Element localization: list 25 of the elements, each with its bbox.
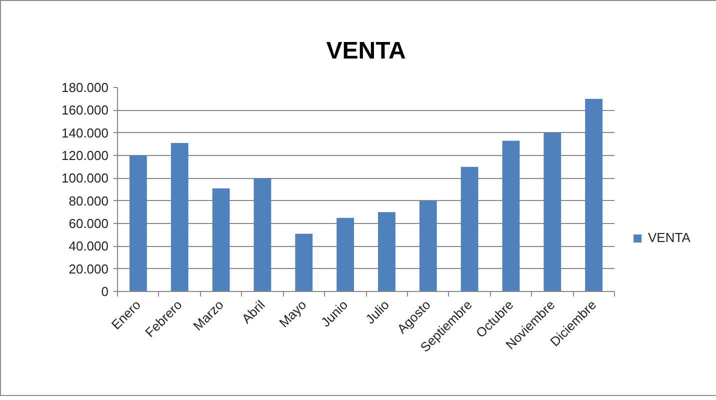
y-tick-label: 40.000: [68, 238, 109, 254]
y-tick-label: 180.000: [62, 80, 109, 95]
bar: [585, 98, 602, 292]
bar: [419, 200, 437, 292]
y-tick-label: 60.000: [68, 216, 109, 231]
bar: [254, 178, 272, 292]
chart-title: VENTA: [326, 38, 406, 64]
bar: [212, 188, 230, 292]
legend-label: VENTA: [648, 230, 690, 245]
y-tick-label: 120.000: [62, 148, 109, 163]
x-tick-label: Julio: [362, 297, 392, 327]
y-tick-label: 20.000: [68, 261, 109, 276]
y-tick-label: 80.000: [68, 193, 109, 208]
bar: [336, 218, 354, 292]
bar: [502, 140, 520, 292]
bar: [295, 234, 313, 292]
y-tick-label: 0: [101, 284, 109, 299]
y-tick-label: 160.000: [62, 102, 109, 118]
bar: [460, 166, 478, 292]
y-tick-label: 100.000: [62, 170, 109, 186]
bar: [378, 212, 396, 292]
bar: [544, 132, 562, 292]
y-tick-label: 140.000: [62, 125, 109, 140]
bar: [130, 156, 147, 292]
bar: [170, 143, 188, 292]
